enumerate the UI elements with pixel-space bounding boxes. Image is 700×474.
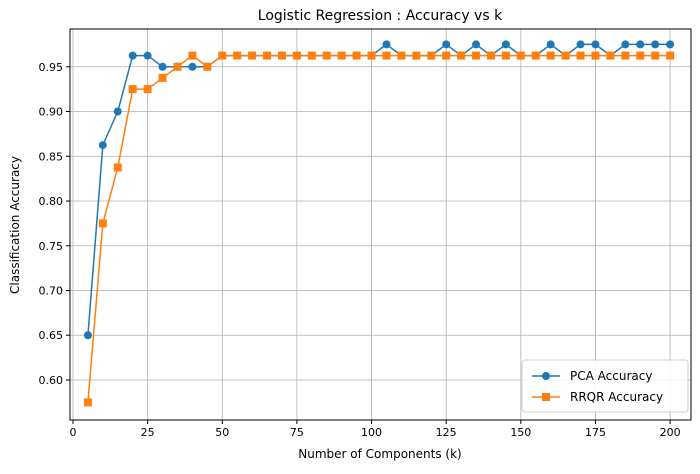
data-point	[352, 51, 361, 60]
data-point	[666, 40, 675, 49]
data-point	[263, 51, 272, 60]
y-tick-label: 0.60	[39, 374, 64, 387]
legend-box	[521, 359, 689, 413]
y-axis-label: Classification Accuracy	[8, 156, 22, 294]
y-tick-label: 0.85	[39, 150, 64, 163]
data-point	[277, 51, 286, 60]
data-point	[382, 51, 391, 60]
chart-title: Logistic Regression : Accuracy vs k	[258, 8, 503, 24]
data-point	[128, 85, 137, 94]
data-point	[576, 51, 585, 60]
data-point	[651, 40, 660, 49]
y-tick-label: 0.75	[39, 240, 64, 253]
data-point	[531, 51, 540, 60]
data-point	[636, 40, 645, 49]
data-point	[397, 51, 406, 60]
data-point	[83, 398, 92, 407]
data-point	[442, 51, 451, 60]
y-tick-label: 0.95	[39, 61, 64, 74]
data-point	[501, 40, 510, 49]
data-point	[307, 51, 316, 60]
data-point	[218, 51, 227, 60]
data-point	[173, 62, 182, 71]
data-point	[636, 51, 645, 60]
x-tick-label: 150	[510, 426, 531, 439]
data-point	[337, 51, 346, 60]
grid	[70, 29, 691, 420]
y-tick-label: 0.90	[39, 106, 64, 119]
x-tick-label: 0	[69, 426, 76, 439]
data-point	[427, 51, 436, 60]
data-point	[143, 85, 152, 94]
data-point	[188, 62, 197, 71]
data-point	[651, 51, 660, 60]
data-point	[83, 331, 92, 340]
y-tick-label: 0.65	[39, 329, 64, 342]
x-axis-ticks: 0 25 50 75 100 125 150 175 200	[69, 420, 681, 439]
data-point	[472, 51, 481, 60]
data-point	[472, 40, 481, 49]
x-tick-label: 100	[361, 426, 382, 439]
x-tick-label: 200	[660, 426, 681, 439]
data-point	[591, 40, 600, 49]
x-tick-label: 25	[141, 426, 155, 439]
data-point	[621, 51, 630, 60]
data-point	[158, 73, 167, 82]
data-point	[486, 51, 495, 60]
data-point	[546, 51, 555, 60]
data-point	[666, 51, 675, 60]
data-point	[576, 40, 585, 49]
series-line	[87, 54, 671, 403]
plot-frame	[69, 28, 692, 421]
x-axis-label: Number of Components (k)	[298, 447, 461, 461]
data-point	[98, 219, 107, 228]
data-point	[516, 51, 525, 60]
data-point	[561, 51, 570, 60]
data-point	[621, 40, 630, 49]
data-point	[457, 51, 466, 60]
data-point	[233, 51, 242, 60]
y-tick-label: 0.80	[39, 195, 64, 208]
data-point	[113, 163, 122, 172]
data-point	[248, 51, 257, 60]
data-point	[158, 62, 167, 71]
data-point	[546, 40, 555, 49]
data-point	[322, 51, 331, 60]
data-point	[501, 51, 510, 60]
series-line	[87, 43, 671, 336]
y-tick-label: 0.70	[39, 285, 64, 298]
legend: PCA Accuracy RRQR Accuracy	[521, 359, 689, 413]
y-axis-ticks: 0.60 0.65 0.70 0.75 0.80 0.85 0.90 0.95	[39, 61, 70, 387]
data-point	[412, 51, 421, 60]
data-point	[606, 51, 615, 60]
x-tick-label: 50	[215, 426, 229, 439]
legend-marker-pca	[542, 372, 550, 380]
series-pca	[83, 40, 675, 340]
data-point	[442, 40, 451, 49]
legend-label-rrqr: RRQR Accuracy	[570, 390, 663, 404]
x-tick-label: 75	[290, 426, 304, 439]
legend-marker-rrqr	[542, 393, 550, 401]
data-point	[292, 51, 301, 60]
x-tick-label: 125	[436, 426, 457, 439]
data-point	[98, 141, 107, 150]
x-tick-label: 175	[585, 426, 606, 439]
data-point	[188, 51, 197, 60]
legend-label-pca: PCA Accuracy	[570, 369, 652, 383]
series-rrqr	[83, 51, 675, 407]
series-layer	[83, 40, 675, 407]
data-point	[128, 51, 137, 60]
data-point	[203, 62, 212, 71]
data-point	[143, 51, 152, 60]
data-point	[367, 51, 376, 60]
data-point	[113, 107, 122, 116]
data-point	[591, 51, 600, 60]
data-point	[382, 40, 391, 49]
